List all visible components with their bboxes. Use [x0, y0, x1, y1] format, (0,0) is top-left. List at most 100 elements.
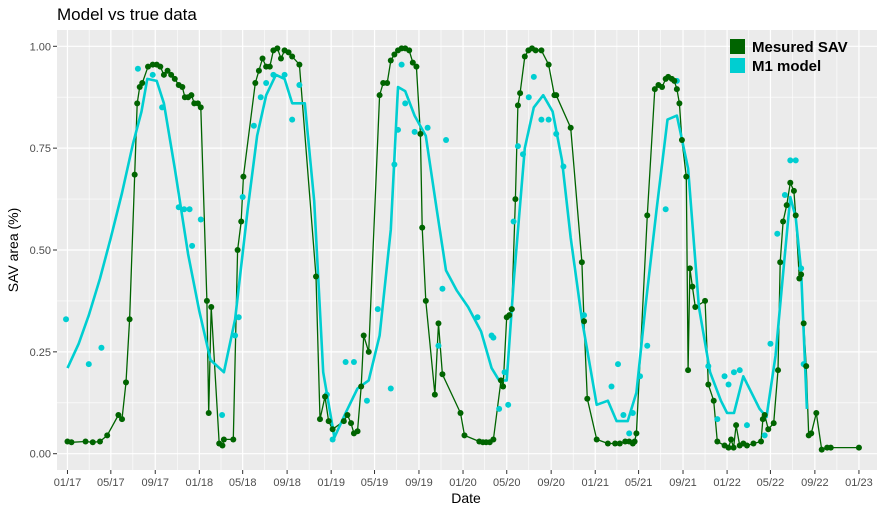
measured-sav-point: [205, 409, 212, 416]
measured-sav-point: [164, 67, 171, 74]
x-tick-label: 01/22: [713, 477, 741, 489]
x-tick-label: 09/18: [273, 477, 301, 489]
m1-model-point: [175, 204, 182, 211]
m1-model-point: [581, 312, 588, 319]
measured-sav-point: [348, 420, 355, 427]
measured-sav-point: [89, 439, 96, 446]
measured-sav-point: [750, 440, 757, 447]
measured-sav-point: [758, 438, 765, 445]
measured-sav-point: [365, 348, 372, 355]
measured-sav-point: [521, 53, 528, 60]
m1-model-point: [232, 332, 239, 339]
m1-model-point: [181, 206, 188, 213]
measured-sav-point: [633, 430, 640, 437]
measured-sav-point: [770, 420, 777, 427]
m1-model-point: [270, 71, 277, 78]
measured-sav-point: [329, 426, 336, 433]
measured-sav-point: [545, 61, 552, 68]
y-tick-label: 1.00: [30, 41, 51, 53]
x-tick-label: 05/20: [493, 477, 521, 489]
measured-sav-point: [96, 438, 103, 445]
measured-sav-point: [553, 92, 560, 99]
m1-model-point: [761, 432, 768, 439]
measured-sav-point: [160, 71, 167, 78]
measured-sav-point: [115, 412, 122, 418]
chart-title: Model vs true data: [57, 5, 197, 24]
measured-sav-point: [219, 442, 226, 449]
measured-sav-point: [234, 247, 241, 253]
m1-model-point: [767, 340, 774, 347]
measured-sav-point: [689, 283, 696, 290]
measured-sav-point: [277, 55, 284, 62]
measured-sav-point: [512, 196, 519, 203]
m1-model-series: [66, 73, 809, 439]
measured-sav-point: [673, 86, 680, 93]
measured-sav-point: [296, 61, 303, 68]
measured-sav-point: [171, 75, 178, 82]
measured-sav-point: [777, 259, 784, 266]
m1-model-point: [553, 130, 560, 137]
m1-model-point: [398, 61, 405, 68]
m1-model-point: [443, 137, 450, 143]
m1-model-point: [705, 363, 712, 370]
measured-sav-point: [578, 259, 585, 266]
x-tick-label: 01/18: [186, 477, 214, 489]
measured-sav-point: [203, 297, 210, 304]
measured-sav-point: [325, 418, 332, 425]
measured-sav-points: [64, 45, 862, 453]
m1-model-point: [374, 306, 381, 313]
m1-model-point: [721, 373, 728, 380]
measured-sav-point: [514, 102, 521, 109]
x-tick-label: 05/21: [625, 477, 653, 489]
m1-model-point: [98, 344, 105, 351]
legend-label-model: M1 model: [752, 58, 821, 75]
measured-sav-point: [567, 124, 574, 131]
measured-sav-point: [119, 416, 126, 423]
x-tick-label: 01/17: [54, 477, 82, 489]
measured-sav-point: [725, 444, 732, 451]
m1-model-line: [66, 73, 809, 439]
legend-label-measured: Mesured SAV: [752, 39, 848, 56]
m1-model-point: [219, 412, 226, 418]
m1-model-point: [239, 194, 246, 201]
m1-model-point: [725, 381, 732, 388]
measured-sav-point: [409, 59, 416, 66]
measured-sav-point: [790, 187, 797, 194]
measured-sav-point: [593, 436, 600, 443]
m1-model-point: [620, 412, 627, 418]
measured-sav-point: [354, 428, 361, 435]
m1-model-point: [714, 416, 721, 423]
m1-model-point: [289, 116, 296, 123]
measured-sav-point: [252, 79, 259, 86]
x-tick-label: 09/19: [405, 477, 433, 489]
legend-key-model: [730, 58, 745, 73]
m1-model-point: [296, 82, 303, 88]
measured-sav-point: [780, 218, 787, 225]
measured-sav-point: [517, 90, 524, 97]
m1-model-point: [781, 192, 788, 198]
measured-sav-point: [659, 84, 666, 91]
m1-model-point: [149, 71, 156, 78]
measured-sav-point: [581, 318, 588, 325]
m1-model-point: [281, 71, 288, 78]
m1-model-point: [395, 126, 402, 133]
measured-sav-point: [714, 438, 721, 445]
m1-model-point: [798, 265, 805, 272]
measured-sav-point: [631, 438, 638, 445]
x-tick-label: 05/19: [361, 477, 389, 489]
measured-sav-point: [787, 179, 794, 186]
measured-sav-point: [188, 92, 195, 99]
measured-sav-point: [538, 47, 545, 54]
m1-model-point: [736, 367, 743, 374]
measured-sav-point: [500, 383, 507, 390]
measured-sav-point: [827, 444, 834, 451]
measured-sav-point: [208, 304, 215, 311]
measured-sav-point: [197, 104, 204, 111]
measured-sav-point: [122, 379, 129, 386]
measured-sav-point: [220, 436, 227, 443]
m1-model-point: [490, 334, 497, 341]
measured-sav-point: [179, 84, 186, 91]
measured-sav-point: [340, 418, 347, 425]
measured-sav-point: [419, 224, 426, 231]
measured-sav-point: [616, 440, 623, 447]
